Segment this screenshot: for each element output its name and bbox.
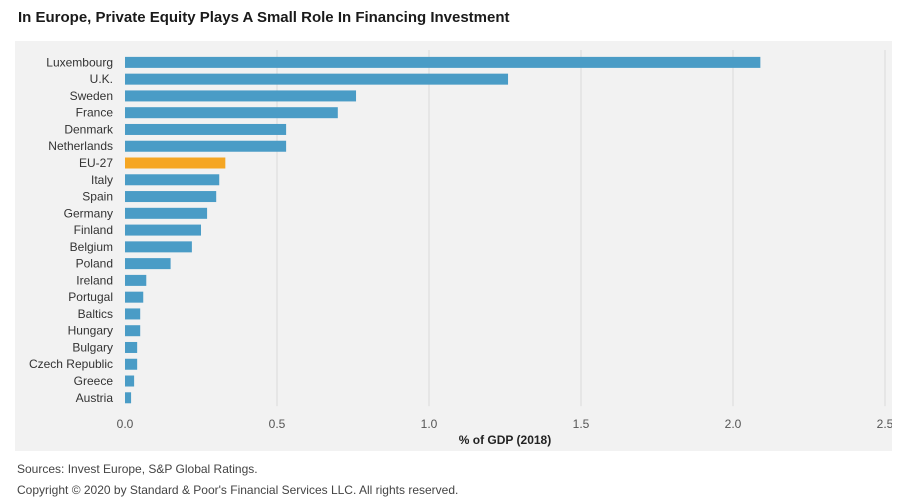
bars (125, 56, 761, 404)
category-label: Luxembourg (46, 55, 113, 69)
category-label: EU-27 (79, 156, 113, 170)
bar-u-k (125, 73, 509, 85)
category-label: Ireland (76, 273, 113, 287)
x-tick-label: 0.0 (117, 417, 134, 431)
category-label: U.K. (90, 72, 113, 86)
x-tick-label: 0.5 (269, 417, 286, 431)
x-tick-label: 1.0 (421, 417, 438, 431)
category-label: France (76, 106, 114, 120)
category-label: Finland (74, 223, 113, 237)
bar-spain (125, 191, 217, 203)
category-label: Hungary (68, 324, 113, 338)
category-label: Sweden (70, 89, 113, 103)
chart-title: In Europe, Private Equity Plays A Small … (18, 9, 510, 26)
bar-eu-27 (125, 157, 226, 169)
category-label: Italy (91, 173, 113, 187)
chart-panel: Luxembourg U.K. Sweden France Denmark Netherl… (15, 41, 892, 451)
bar-denmark (125, 123, 287, 135)
category-label: Netherlands (48, 139, 113, 153)
bar-portugal (125, 291, 144, 303)
bar-ireland (125, 274, 147, 286)
category-label: Portugal (68, 290, 113, 304)
x-tick-label: 2.5 (877, 417, 892, 431)
bar-hungary (125, 325, 141, 337)
bar-italy (125, 174, 220, 186)
x-axis-label: % of GDP (2018) (459, 433, 551, 447)
category-label: Belgium (70, 240, 113, 254)
x-tick-label: 2.0 (725, 417, 742, 431)
category-label: Austria (76, 391, 114, 405)
bar-netherlands (125, 140, 287, 152)
bar-austria (125, 392, 132, 404)
bar-bulgary (125, 341, 138, 353)
category-label: Poland (76, 257, 113, 271)
category-label: Greece (74, 374, 114, 388)
category-label: Baltics (78, 307, 113, 321)
copyright-note: Copyright © 2020 by Standard & Poor's Fi… (17, 483, 459, 497)
source-note: Sources: Invest Europe, S&P Global Ratin… (17, 462, 258, 476)
bar-czech-republic (125, 358, 138, 370)
bar-sweden (125, 90, 357, 102)
bar-france (125, 107, 338, 119)
bar-baltics (125, 308, 141, 320)
bar-chart: Luxembourg U.K. Sweden France Denmark Netherl… (29, 50, 892, 447)
category-label: Czech Republic (29, 357, 113, 371)
category-labels: Luxembourg U.K. Sweden France Denmark Netherl… (29, 55, 114, 404)
category-label: Spain (82, 190, 113, 204)
category-label: Germany (64, 206, 113, 220)
category-label: Bulgary (72, 340, 113, 354)
x-tick-labels: 0.0 0.5 1.0 1.5 2.0 2.5 (117, 417, 892, 431)
bar-finland (125, 224, 201, 236)
bar-poland (125, 258, 171, 270)
bar-belgium (125, 241, 192, 253)
bar-luxembourg (125, 56, 761, 68)
gridlines (276, 50, 886, 407)
category-label: Denmark (64, 122, 114, 136)
x-tick-label: 1.5 (573, 417, 590, 431)
bar-germany (125, 207, 208, 219)
bar-greece (125, 375, 135, 387)
